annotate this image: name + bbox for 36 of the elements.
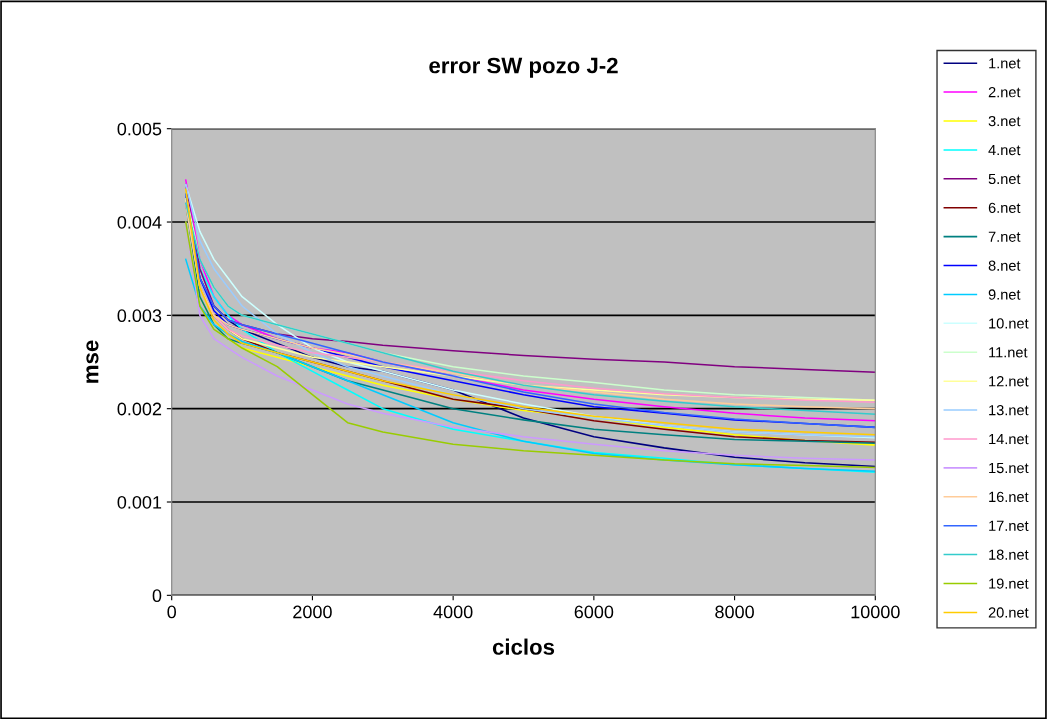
legend-label: 1.net (989, 58, 1021, 69)
legend-label: 13.net (989, 404, 1029, 416)
legend-label: 4.net (988, 144, 1021, 156)
legend-label: 16.net (989, 491, 1029, 503)
y-tick-label: 0.001 (117, 495, 162, 509)
y-axis-title: mse (86, 340, 99, 383)
line-series (185, 258, 876, 472)
legend-label: 8.net (988, 260, 1021, 271)
legend-label: 11.net (989, 347, 1028, 358)
y-tick-label: 0.004 (117, 215, 162, 229)
legend-label: 5.net (988, 173, 1021, 185)
chart-title: error SW pozo J-2 (429, 57, 618, 78)
x-tick-label: 6000 (574, 605, 614, 619)
legend-label: 9.net (988, 289, 1021, 300)
legend-label: 2.net (988, 87, 1021, 98)
y-tick-label: 0.003 (117, 309, 162, 323)
legend-label: 14.net (989, 434, 1029, 445)
legend-label: 6.net (988, 202, 1021, 213)
x-tick-label: 2000 (293, 605, 332, 619)
legend-label: 18.net (989, 549, 1029, 560)
y-tick-label: 0.002 (117, 402, 162, 416)
legend-label: 17.net (989, 520, 1029, 531)
legend-label: 7.net (988, 231, 1021, 242)
y-tick-label: 0 (152, 589, 162, 603)
legend-label: 19.net (989, 578, 1029, 589)
y-tick-label: 0.005 (117, 122, 162, 136)
legend-label: 15.net (989, 462, 1029, 474)
legend-label: 20.net (988, 607, 1029, 618)
x-tick-label: 8000 (715, 605, 754, 619)
legend-label: 12.net (989, 376, 1029, 387)
x-tick-label: 10000 (851, 605, 900, 619)
x-tick-label: 0 (167, 605, 177, 619)
legend-label: 10.net (989, 318, 1029, 329)
x-axis-title: ciclos (492, 638, 555, 655)
x-tick-label: 4000 (433, 605, 473, 619)
legend-label: 3.net (988, 115, 1021, 127)
